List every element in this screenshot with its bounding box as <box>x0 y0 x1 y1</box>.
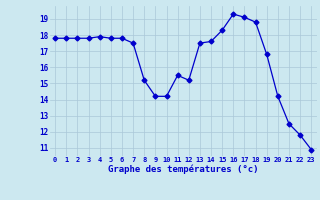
X-axis label: Graphe des températures (°c): Graphe des températures (°c) <box>108 165 259 174</box>
